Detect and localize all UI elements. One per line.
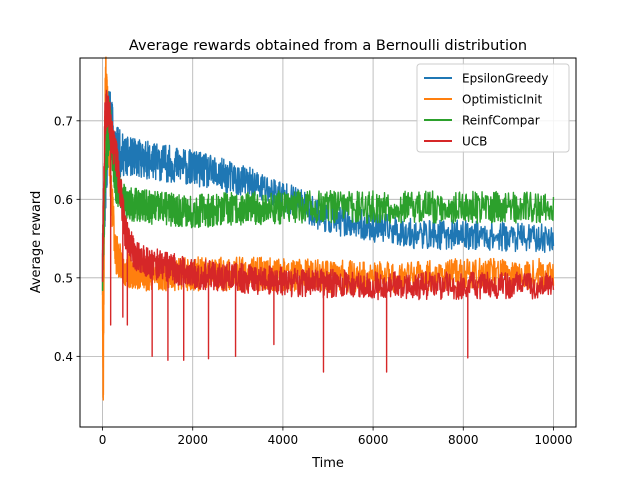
legend: EpsilonGreedy OptimisticInit ReinfCompar UC… [416, 63, 570, 153]
y-axis: 0.4 0.5 0.6 0.7 [54, 114, 80, 364]
legend-label: OptimisticInit [462, 93, 542, 107]
x-tick-label: 2000 [177, 433, 208, 447]
y-axis-label: Average reward [29, 191, 44, 294]
x-tick-label: 8000 [448, 433, 479, 447]
legend-label: ReinfCompar [462, 114, 540, 128]
y-tick-label: 0.7 [54, 114, 73, 128]
legend-label: EpsilonGreedy [462, 72, 549, 86]
legend-label: UCB [462, 135, 487, 149]
x-tick-label: 6000 [358, 433, 389, 447]
chart-title: Average rewards obtained from a Bernoull… [129, 38, 527, 54]
series-layer [101, 56, 555, 401]
x-tick-label: 4000 [268, 433, 299, 447]
x-tick-label: 0 [99, 433, 107, 447]
legend-box [416, 63, 570, 153]
x-axis-label: Time [311, 456, 344, 471]
y-tick-label: 0.5 [54, 271, 73, 285]
series-line-epsilongreedy [101, 90, 555, 296]
x-tick-label: 10000 [534, 433, 572, 447]
y-tick-label: 0.4 [54, 350, 73, 364]
y-tick-label: 0.6 [54, 193, 73, 207]
plot-frame [79, 57, 577, 428]
series-line-ucb [101, 89, 555, 373]
x-axis: 0 2000 4000 6000 8000 10000 [99, 427, 573, 447]
series-line-reinfcompar [101, 99, 555, 292]
